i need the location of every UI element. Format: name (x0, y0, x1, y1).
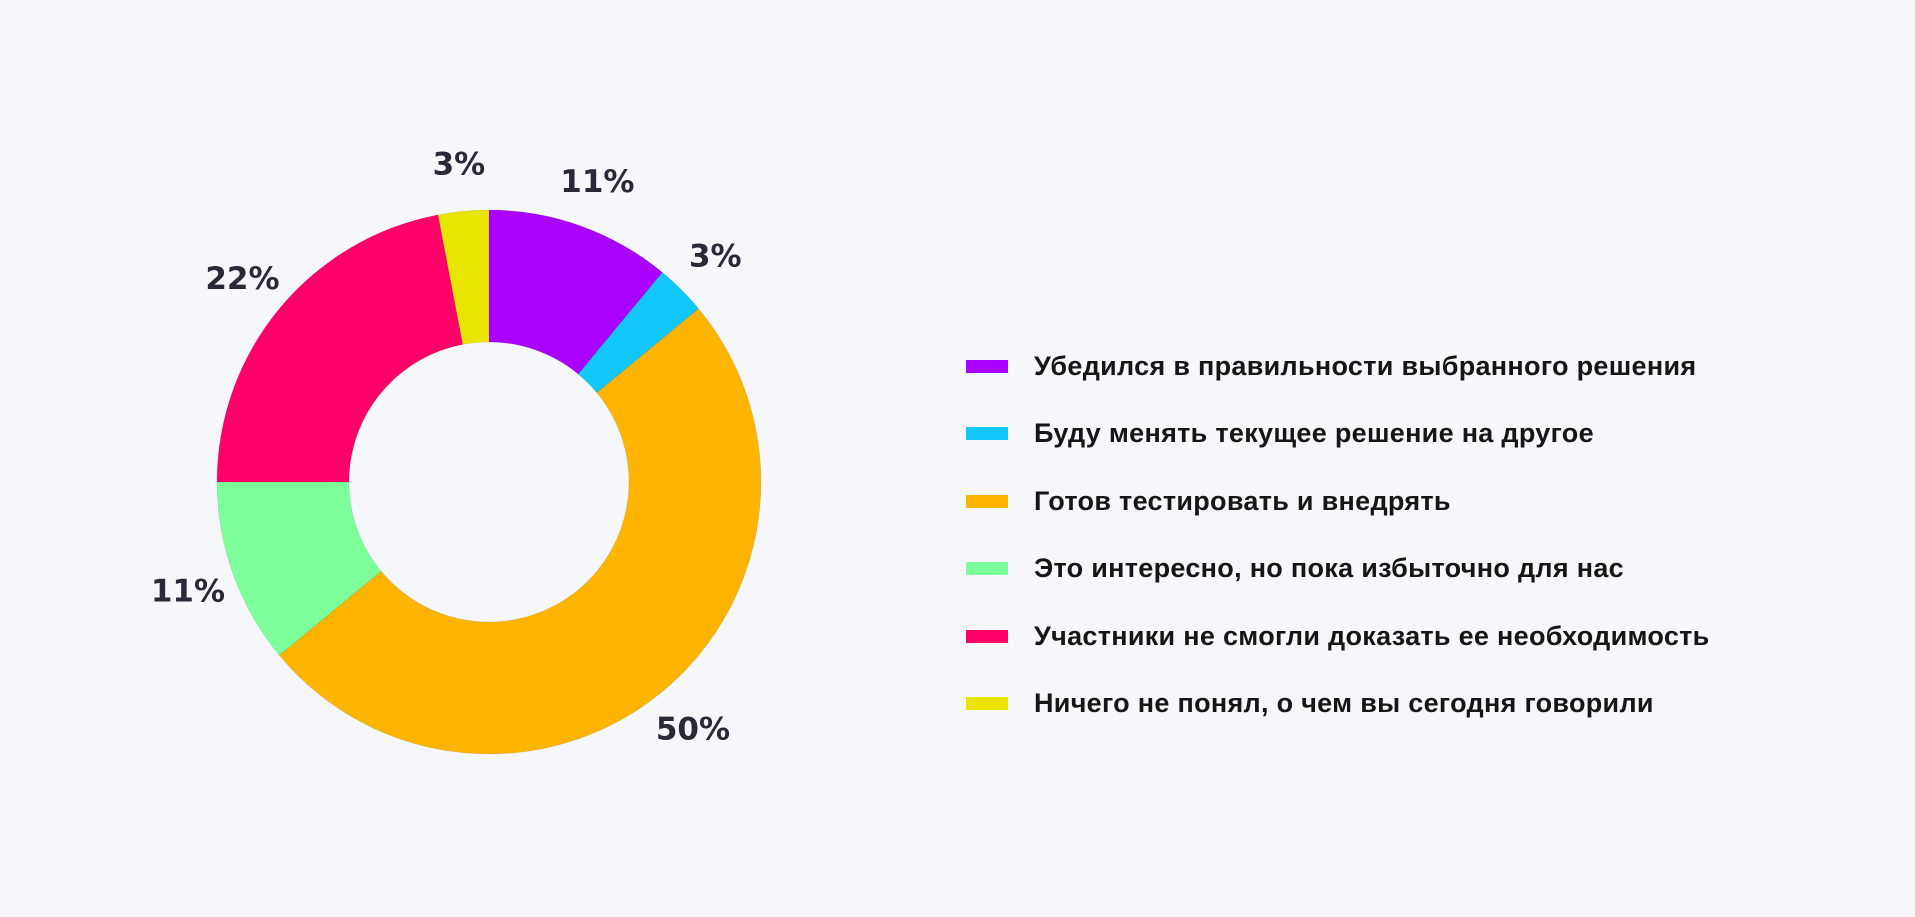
donut-slice (216, 481, 382, 656)
slice-label: 3% (433, 146, 486, 182)
legend-label: Участники не смогли доказать ее необходи… (1034, 620, 1710, 651)
legend-item: Готов тестировать и внедрять (966, 479, 1710, 523)
slice-label: 3% (689, 239, 742, 275)
donut-slice (278, 308, 762, 755)
legend-swatch (966, 494, 1008, 508)
slice-label: 50% (656, 712, 730, 748)
legend-swatch (966, 427, 1008, 440)
legend-label: Буду менять текущее решение на другое (1034, 418, 1594, 448)
slice-label: 22% (205, 261, 279, 297)
legend-label: Готов тестировать и внедрять (1034, 485, 1451, 516)
donut-chart: 11% 3% 50% 11% 22% 3% (151, 146, 762, 755)
legend-label: Ничего не понял, о чем вы сегодня говори… (1034, 688, 1654, 718)
legend-swatch (966, 359, 1008, 373)
legend-item: Буду менять текущее решение на другое (966, 412, 1710, 456)
legend-label: Убедился в правильности выбранного решен… (1034, 350, 1697, 381)
legend-item: Ничего не понял, о чем вы сегодня говори… (966, 682, 1710, 726)
donut-slice (437, 209, 490, 345)
legend-item: Это интересно, но пока избыточно для нас (966, 547, 1710, 591)
legend-item: Убедился в правильности выбранного решен… (966, 344, 1710, 388)
legend-swatch (966, 629, 1008, 643)
legend-item: Участники не смогли доказать ее необходи… (966, 614, 1710, 658)
slice-label: 11% (151, 573, 225, 609)
legend-swatch (966, 562, 1008, 575)
legend: Убедился в правильности выбранного решен… (966, 344, 1710, 749)
legend-swatch (966, 697, 1008, 710)
donut-slice (488, 209, 663, 375)
donut-slice (216, 214, 464, 483)
legend-label: Это интересно, но пока избыточно для нас (1034, 553, 1624, 583)
slice-label: 11% (560, 164, 634, 200)
